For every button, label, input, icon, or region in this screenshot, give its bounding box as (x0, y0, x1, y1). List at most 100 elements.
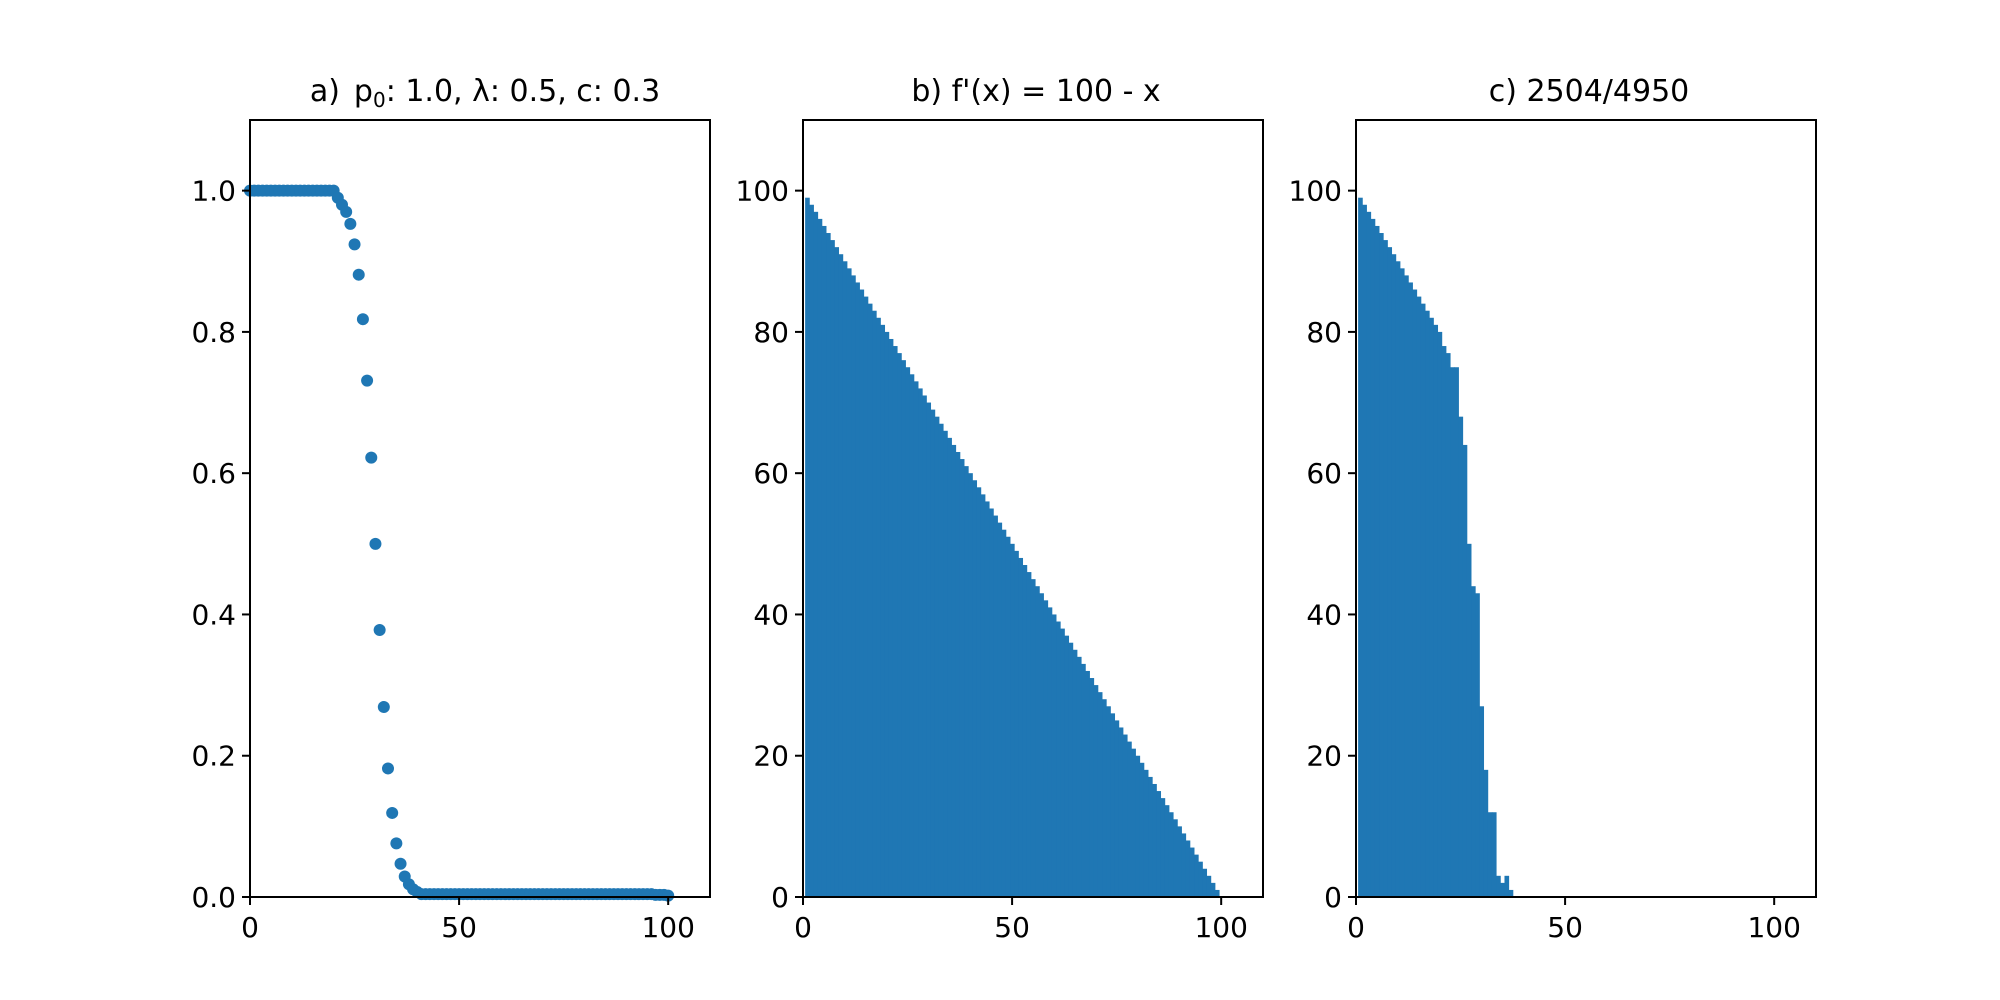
bar (1202, 868, 1208, 897)
bar (1148, 776, 1153, 897)
panel-a-title-prefix: a) (310, 74, 340, 109)
bar (1379, 233, 1384, 897)
bar (1358, 197, 1363, 897)
bar (1127, 741, 1132, 897)
y-tick-label: 40 (753, 598, 789, 631)
bar (1458, 416, 1464, 897)
y-tick-label: 0.6 (191, 457, 236, 490)
y-tick-label: 80 (1306, 316, 1342, 349)
bar (951, 444, 957, 897)
bar (842, 261, 848, 897)
bar (1035, 586, 1040, 897)
bar (888, 338, 894, 898)
bar (1454, 367, 1459, 898)
bar (1139, 762, 1145, 897)
bar (855, 282, 860, 898)
x-tick-label: 100 (641, 911, 694, 944)
y-tick-label: 0 (1324, 881, 1342, 914)
bar (1131, 748, 1136, 897)
bar (1039, 593, 1044, 897)
bar (1399, 268, 1405, 898)
data-point (382, 762, 394, 775)
bar (1177, 826, 1182, 897)
bar (909, 374, 915, 897)
bar (1441, 346, 1447, 897)
data-point (390, 837, 403, 850)
panel-a-title-subscript: 0 (373, 88, 386, 112)
y-tick-label: 0 (771, 881, 789, 914)
y-tick-label: 100 (1289, 175, 1342, 208)
bar (1500, 882, 1505, 897)
panel-c-frame (1355, 119, 1817, 898)
bar (1395, 261, 1401, 897)
y-tick-label: 100 (736, 175, 789, 208)
bar (1487, 812, 1493, 897)
bar (1010, 543, 1015, 897)
bar (863, 296, 869, 898)
bar (1189, 847, 1195, 897)
bar (1210, 882, 1216, 897)
bar (901, 360, 906, 897)
x-tick-label: 0 (794, 911, 812, 944)
bar (805, 197, 810, 897)
data-point (377, 700, 390, 713)
panel-c-title: c) 2504/4950 (1489, 74, 1690, 109)
bar (1362, 204, 1367, 897)
y-tick-label: 1.0 (191, 175, 236, 208)
y-tick-label: 20 (1306, 740, 1342, 773)
x-tick-label: 100 (1194, 911, 1247, 944)
bar (884, 331, 890, 897)
bar (1106, 706, 1111, 897)
bar (1374, 225, 1380, 897)
bar (1412, 289, 1418, 897)
panel-b: b) f'(x) = 100 - x 0 50 100 0 20 40 60 80 100 (736, 74, 1264, 944)
bar (834, 247, 840, 897)
bar (821, 225, 827, 897)
y-tick-label: 0.8 (191, 316, 236, 349)
bar (1214, 889, 1220, 897)
bar (1072, 649, 1078, 897)
bar (1085, 670, 1090, 897)
bar (1135, 755, 1141, 897)
bar (1005, 536, 1011, 897)
bar (1030, 579, 1036, 897)
bar (1433, 324, 1439, 898)
bar (1181, 833, 1187, 897)
bar (1064, 635, 1070, 897)
bar (851, 275, 856, 897)
bar (1491, 812, 1497, 897)
panel-b-x-axis: 0 50 100 (794, 897, 1248, 944)
data-point (386, 806, 399, 819)
bar (989, 508, 994, 897)
bar (1475, 593, 1480, 897)
y-tick-label: 20 (753, 740, 789, 773)
bar (1383, 240, 1388, 897)
data-point (361, 374, 374, 387)
bar (1185, 840, 1191, 897)
bar (1206, 875, 1212, 897)
bar (1445, 353, 1451, 898)
x-tick-label: 100 (1747, 911, 1800, 944)
bar (1122, 734, 1128, 897)
bar (922, 395, 927, 897)
bar (955, 451, 961, 897)
bar (867, 303, 873, 897)
data-point (365, 451, 378, 464)
bar (980, 494, 986, 897)
y-tick-label: 60 (1306, 457, 1342, 490)
bar (1114, 720, 1120, 897)
y-tick-label: 0.2 (191, 740, 236, 773)
bar (1076, 656, 1082, 897)
panel-a-title-rest: : 1.0, λ: 0.5, c: 0.3 (386, 74, 660, 109)
bar (913, 381, 919, 898)
data-point (352, 268, 365, 281)
bar (817, 218, 823, 897)
panel-b-frame (802, 119, 1264, 898)
bar (1056, 621, 1061, 897)
x-tick-label: 50 (994, 911, 1030, 944)
bar (959, 459, 965, 897)
bar (976, 487, 982, 897)
bar (993, 515, 998, 897)
bar (897, 353, 902, 898)
x-tick-label: 50 (1547, 911, 1583, 944)
